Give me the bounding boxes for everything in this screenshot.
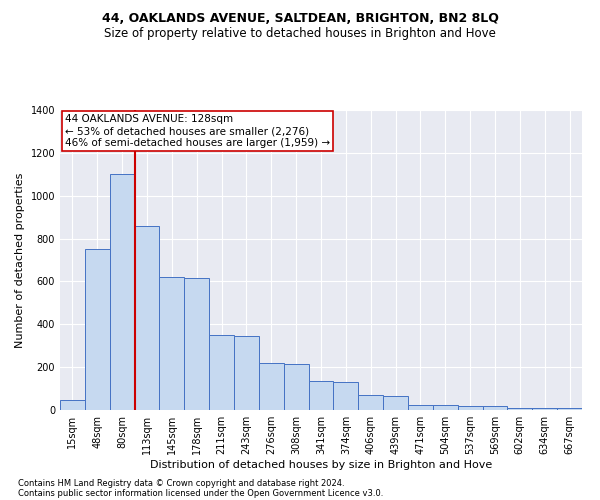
Bar bbox=[532, 408, 557, 410]
Bar bbox=[433, 406, 458, 410]
Bar bbox=[508, 408, 532, 410]
Y-axis label: Number of detached properties: Number of detached properties bbox=[15, 172, 25, 348]
Bar bbox=[184, 278, 209, 410]
Bar bbox=[259, 363, 284, 410]
Bar bbox=[110, 174, 134, 410]
Text: Contains public sector information licensed under the Open Government Licence v3: Contains public sector information licen… bbox=[18, 488, 383, 498]
Bar bbox=[458, 406, 482, 410]
X-axis label: Distribution of detached houses by size in Brighton and Hove: Distribution of detached houses by size … bbox=[150, 460, 492, 470]
Bar bbox=[358, 396, 383, 410]
Bar bbox=[557, 408, 582, 410]
Bar bbox=[334, 382, 358, 410]
Bar bbox=[234, 336, 259, 410]
Bar bbox=[383, 396, 408, 410]
Text: Contains HM Land Registry data © Crown copyright and database right 2024.: Contains HM Land Registry data © Crown c… bbox=[18, 478, 344, 488]
Text: Size of property relative to detached houses in Brighton and Hove: Size of property relative to detached ho… bbox=[104, 28, 496, 40]
Bar bbox=[85, 250, 110, 410]
Text: 44 OAKLANDS AVENUE: 128sqm
← 53% of detached houses are smaller (2,276)
46% of s: 44 OAKLANDS AVENUE: 128sqm ← 53% of deta… bbox=[65, 114, 331, 148]
Bar bbox=[60, 400, 85, 410]
Bar bbox=[482, 406, 508, 410]
Bar bbox=[134, 226, 160, 410]
Bar bbox=[284, 364, 308, 410]
Text: 44, OAKLANDS AVENUE, SALTDEAN, BRIGHTON, BN2 8LQ: 44, OAKLANDS AVENUE, SALTDEAN, BRIGHTON,… bbox=[101, 12, 499, 26]
Bar bbox=[209, 335, 234, 410]
Bar bbox=[408, 404, 433, 410]
Bar bbox=[160, 277, 184, 410]
Bar bbox=[308, 381, 334, 410]
